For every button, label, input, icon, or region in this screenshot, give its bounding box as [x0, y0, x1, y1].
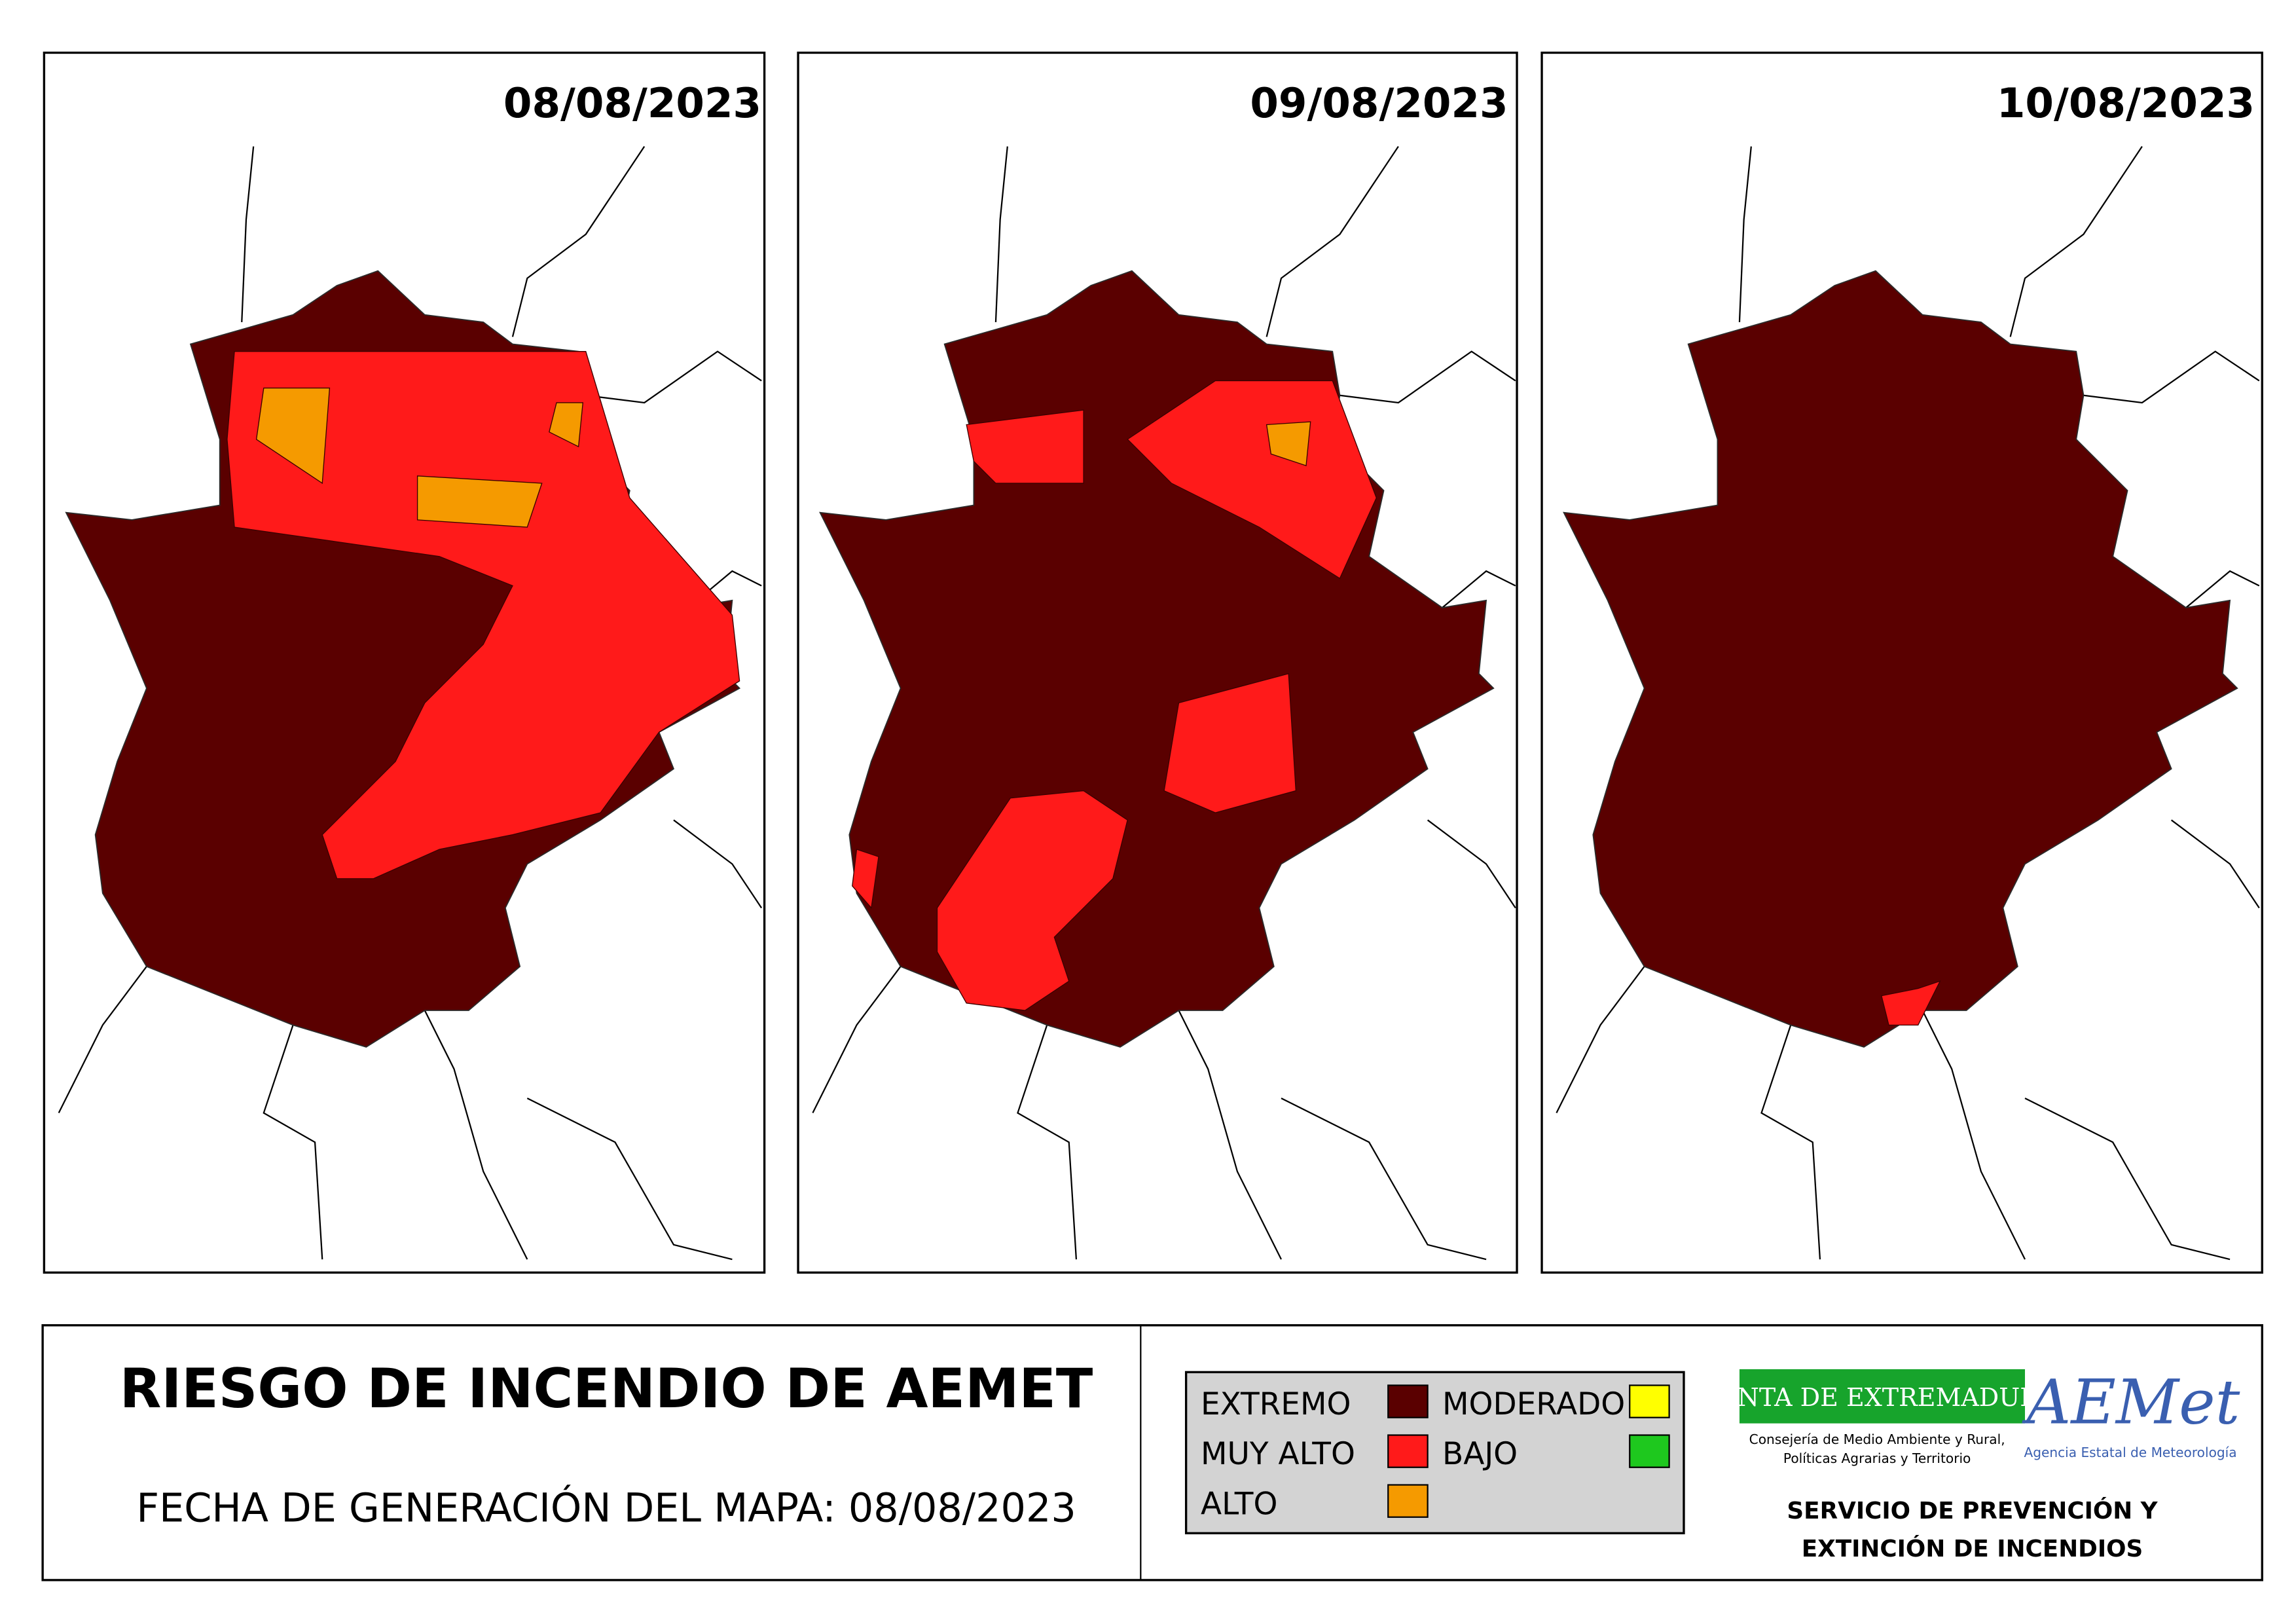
- service: SERVICIO DE PREVENCIÓN Y: [1787, 1497, 2158, 1524]
- legend-swatch: [1387, 1384, 1429, 1418]
- map-title: RIESGO DE INCENDIO DE AEMET: [120, 1357, 1093, 1420]
- legend-items: EXTREMO MUY ALTO ALTO MODERADO BAJO: [1201, 1384, 1670, 1522]
- junta-logo: [1739, 1369, 2026, 1424]
- aemet-sub: Agencia Estatal de Meteorología: [2024, 1445, 2236, 1460]
- legend-label: MUY ALTO: [1201, 1436, 1355, 1472]
- map-panel: 08/08/2023: [43, 51, 766, 1274]
- legend-swatch: [1629, 1384, 1670, 1418]
- panel-date: 09/08/2023: [1250, 79, 1508, 127]
- footer: RIESGO DE INCENDIO DE AEMET FECHA DE GEN…: [41, 1324, 2263, 1581]
- legend-label: BAJO: [1442, 1436, 1518, 1472]
- service: EXTINCIÓN DE INCENDIOS: [1802, 1535, 2143, 1562]
- panel-date: 08/08/2023: [503, 79, 761, 127]
- panel-date: 10/08/2023: [1997, 79, 2255, 127]
- legend-label: MODERADO: [1442, 1386, 1625, 1422]
- legend-swatch: [1629, 1434, 1670, 1468]
- junta-sub: Consejería de Medio Ambiente y Rural,: [1749, 1431, 2005, 1447]
- legend-label: ALTO: [1201, 1486, 1277, 1522]
- map-panel: 09/08/2023: [797, 51, 1518, 1274]
- map-panel: 10/08/2023: [1540, 51, 2263, 1274]
- junta-sub: Políticas Agrarias y Territorio: [1783, 1450, 1971, 1466]
- legend: [1184, 1371, 1685, 1535]
- junta-name: JUNTA DE EXTREMADURA: [1704, 1383, 2057, 1412]
- legend-swatch: [1387, 1484, 1429, 1518]
- aemet-logo: AEMet: [2022, 1367, 2240, 1439]
- legend-swatch: [1387, 1434, 1429, 1468]
- map-subtitle: FECHA DE GENERACIÓN DEL MAPA: 08/08/2023: [136, 1485, 1076, 1531]
- legend-label: EXTREMO: [1201, 1386, 1351, 1422]
